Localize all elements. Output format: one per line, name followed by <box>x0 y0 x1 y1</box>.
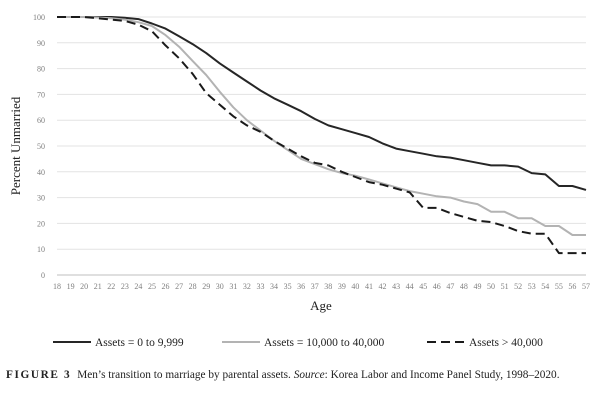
series-line-over-40000 <box>57 16 586 255</box>
x-tick-label-22: 22 <box>107 282 115 291</box>
x-tick-label-55: 55 <box>555 282 563 291</box>
legend-entry-0-to-9999: Assets = 0 to 9,999 <box>53 337 184 349</box>
legend-label-over-40000: Assets > 40,000 <box>469 337 543 349</box>
legend-entry-10000-to-40000: Assets = 10,000 to 40,000 <box>222 337 384 349</box>
x-axis-ticks: 18 19 20 21 22 23 24 25 26 27 28 29 30 31 32 33 34 35 36 37… <box>53 282 590 291</box>
y-axis-title: Percent Unmarried <box>8 96 23 195</box>
y-tick-label-0: 0 <box>41 271 45 280</box>
y-tick-label-20: 20 <box>37 219 45 228</box>
x-tick-label-39: 39 <box>338 282 346 291</box>
x-tick-label-25: 25 <box>148 282 156 291</box>
figure-label: FIGURE 3 <box>6 369 72 381</box>
y-tick-label-40: 40 <box>37 168 45 177</box>
x-tick-label-31: 31 <box>229 282 237 291</box>
y-tick-label-70: 70 <box>37 90 45 99</box>
x-tick-label-57: 57 <box>582 282 590 291</box>
x-tick-label-54: 54 <box>541 282 549 291</box>
x-tick-label-44: 44 <box>406 282 414 291</box>
y-tick-label-60: 60 <box>37 116 45 125</box>
x-tick-label-43: 43 <box>392 282 400 291</box>
line-chart: 0 10 20 30 40 50 60 70 80 90 100 18 19 20 21 22 23 24 25 2… <box>8 13 590 349</box>
y-tick-label-90: 90 <box>37 39 45 48</box>
x-tick-label-29: 29 <box>202 282 210 291</box>
x-tick-label-19: 19 <box>67 282 75 291</box>
x-tick-label-46: 46 <box>433 282 441 291</box>
figure-caption: FIGURE 3 Men’s transition to marriage by … <box>6 368 602 382</box>
legend-label-10000-to-40000: Assets = 10,000 to 40,000 <box>264 337 384 349</box>
x-tick-label-26: 26 <box>162 282 170 291</box>
x-tick-label-23: 23 <box>121 282 129 291</box>
series-line-0-to-9999 <box>57 16 587 191</box>
x-tick-label-50: 50 <box>487 282 495 291</box>
x-tick-label-36: 36 <box>297 282 305 291</box>
x-tick-label-35: 35 <box>284 282 292 291</box>
x-tick-label-24: 24 <box>134 282 142 291</box>
y-axis-ticks: 0 10 20 30 40 50 60 70 80 90 100 <box>33 13 45 280</box>
series-line-10000-to-40000 <box>57 16 586 236</box>
x-axis-title: Age <box>310 298 332 313</box>
x-tick-label-48: 48 <box>460 282 468 291</box>
x-tick-label-41: 41 <box>365 282 373 291</box>
x-tick-label-33: 33 <box>256 282 264 291</box>
x-tick-label-30: 30 <box>216 282 224 291</box>
x-tick-label-34: 34 <box>270 282 278 291</box>
x-tick-label-52: 52 <box>514 282 522 291</box>
y-tick-label-30: 30 <box>37 194 45 203</box>
legend-entry-over-40000: Assets > 40,000 <box>427 337 543 349</box>
y-tick-label-80: 80 <box>37 65 45 74</box>
y-tick-label-100: 100 <box>33 13 45 22</box>
x-tick-label-20: 20 <box>80 282 88 291</box>
x-tick-label-53: 53 <box>528 282 536 291</box>
caption-source-text: : Korea Labor and Income Panel Study, 19… <box>324 369 560 381</box>
x-tick-label-49: 49 <box>473 282 481 291</box>
x-tick-label-47: 47 <box>446 282 454 291</box>
x-tick-label-27: 27 <box>175 282 183 291</box>
x-tick-label-45: 45 <box>419 282 427 291</box>
y-tick-label-10: 10 <box>37 245 45 254</box>
x-tick-label-21: 21 <box>94 282 102 291</box>
gridlines <box>57 16 586 276</box>
legend: Assets = 0 to 9,999 Assets = 10,000 to 4… <box>53 337 543 349</box>
x-tick-label-40: 40 <box>351 282 359 291</box>
caption-source-label: Source <box>293 369 325 381</box>
legend-label-0-to-9999: Assets = 0 to 9,999 <box>95 337 184 349</box>
x-tick-label-38: 38 <box>324 282 332 291</box>
x-tick-label-51: 51 <box>501 282 509 291</box>
x-tick-label-32: 32 <box>243 282 251 291</box>
x-tick-label-18: 18 <box>53 282 61 291</box>
x-tick-label-37: 37 <box>311 282 319 291</box>
series-lines <box>57 16 587 255</box>
caption-text: Men’s transition to marriage by parental… <box>77 369 294 381</box>
x-tick-label-42: 42 <box>379 282 387 291</box>
x-tick-label-56: 56 <box>568 282 576 291</box>
y-tick-label-50: 50 <box>37 142 45 151</box>
x-tick-label-28: 28 <box>189 282 197 291</box>
